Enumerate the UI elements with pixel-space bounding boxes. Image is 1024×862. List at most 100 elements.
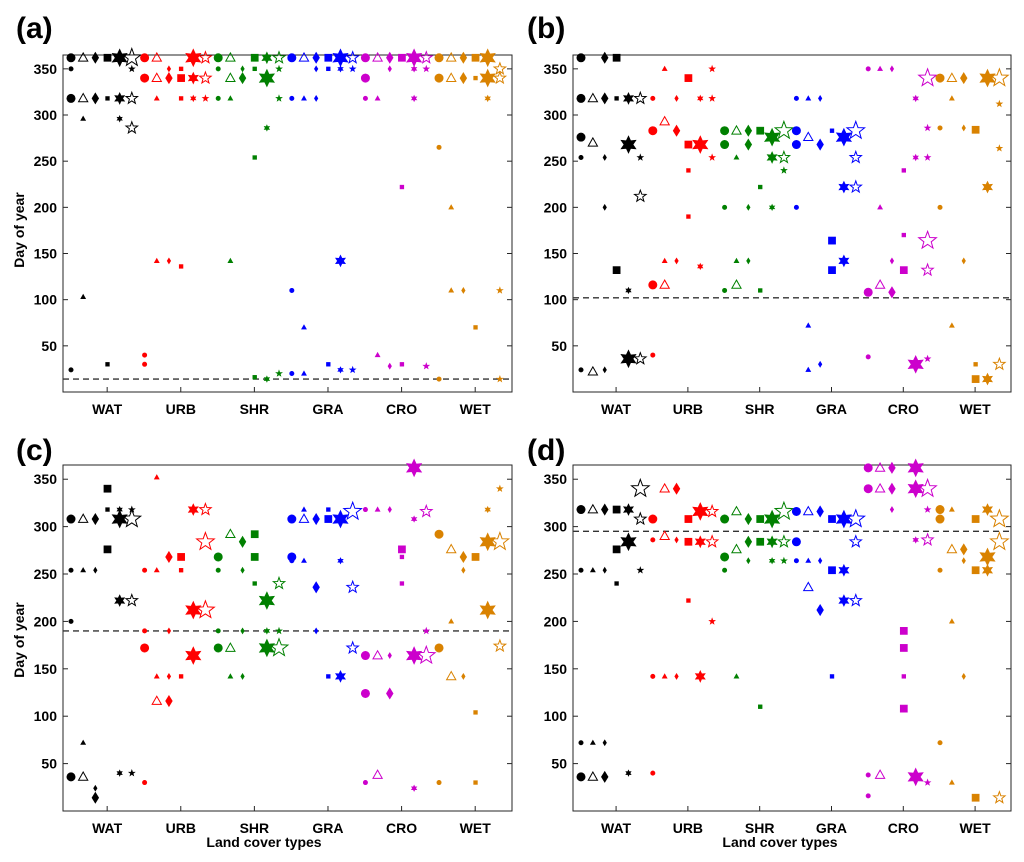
y-tick-label: 150 [34,661,58,677]
data-point-triangle [659,279,671,289]
data-point-star6 [692,502,709,521]
data-point-star5 [121,47,143,67]
data-point-circle [576,53,586,63]
data-point-square [612,505,621,514]
data-point-diamond [240,672,245,680]
data-point-triangle [77,51,89,62]
data-point-star5 [776,149,792,164]
data-point-circle [648,126,658,136]
data-point-star6 [768,203,776,212]
data-point-diamond [744,138,753,151]
data-point-square [399,362,405,367]
data-point-star5 [923,153,932,161]
data-point-square [756,126,765,135]
data-point-star6 [620,532,637,552]
data-point-triangle [587,136,599,147]
data-point-triangle [733,154,740,160]
data-point-triangle [374,351,381,358]
data-point-star6 [838,180,850,194]
data-point-circle [434,529,444,539]
data-point-star6 [620,349,637,369]
data-point-circle [793,95,799,101]
data-point-circle [648,280,658,290]
data-point-diamond [602,154,607,161]
y-tick-label: 150 [34,246,58,262]
data-point-star6 [907,458,924,478]
data-point-star6 [484,505,491,514]
data-point-diamond [746,257,751,265]
data-point-square [178,96,184,101]
data-point-star6 [625,769,632,777]
data-point-star6 [912,536,919,544]
data-point-star5 [989,508,1010,528]
x-axis-label: Land cover types [206,834,321,850]
data-point-circle [215,95,221,101]
data-point-square [473,780,478,785]
x-tick-label: CRO [386,401,417,417]
data-point-diamond [238,535,247,548]
data-point-triangle [659,530,671,540]
data-point-star5 [348,365,357,374]
data-point-diamond [387,506,392,513]
data-point-diamond [601,503,609,516]
data-point-diamond [459,51,468,64]
data-point-circle [436,376,442,382]
data-point-square [326,674,331,679]
data-point-star6 [334,254,347,268]
data-point-star5 [275,94,283,102]
data-point-star6 [114,594,126,607]
data-point-square [828,515,836,523]
x-tick-label: WET [460,820,492,836]
data-point-star5 [419,50,434,64]
data-point-star6 [185,646,202,665]
data-point-star6 [620,135,637,154]
data-point-circle [793,204,799,210]
data-point-circle [289,95,295,101]
data-point-square [684,74,693,82]
data-point-circle [935,505,945,515]
data-point-diamond [674,94,679,102]
data-point-triangle [877,65,884,71]
data-point-triangle [77,92,89,103]
data-point-diamond [91,791,100,804]
data-point-star5 [845,508,866,528]
data-point-circle [720,552,730,562]
data-point-circle [213,643,223,653]
data-point-star5 [422,362,431,370]
data-point-circle [865,66,871,72]
data-point-triangle [151,695,163,705]
data-point-star5 [780,556,788,565]
data-point-star6 [334,670,347,683]
x-tick-label: SHR [240,401,270,417]
data-point-star6 [768,557,776,565]
data-point-circle [289,287,295,293]
data-point-star5 [275,64,283,73]
data-point-star5 [345,50,360,64]
data-point-triangle [227,95,234,101]
data-point-circle [215,567,221,573]
data-point-circle [576,505,586,515]
data-point-star5 [923,123,932,132]
data-point-diamond [960,543,968,556]
data-point-triangle [805,557,812,563]
data-point-diamond [387,362,392,370]
data-point-star6 [981,372,994,386]
data-point-triangle [587,503,599,514]
data-point-circle [434,643,444,653]
data-point-star6 [263,627,271,635]
data-point-diamond [312,51,320,64]
data-point-triangle [80,739,87,745]
data-point-diamond [314,65,319,73]
data-point-star6 [981,563,994,577]
data-point-circle [140,53,150,63]
data-point-circle [865,354,871,360]
data-point-triangle [805,322,812,328]
y-tick-label: 350 [544,471,568,487]
data-point-diamond [166,627,172,635]
data-point-star5 [345,640,360,655]
y-tick-label: 100 [544,292,568,308]
x-tick-label: WAT [92,820,123,836]
data-point-circle [289,371,295,377]
data-point-diamond [744,513,753,526]
plot-frame [62,54,513,393]
